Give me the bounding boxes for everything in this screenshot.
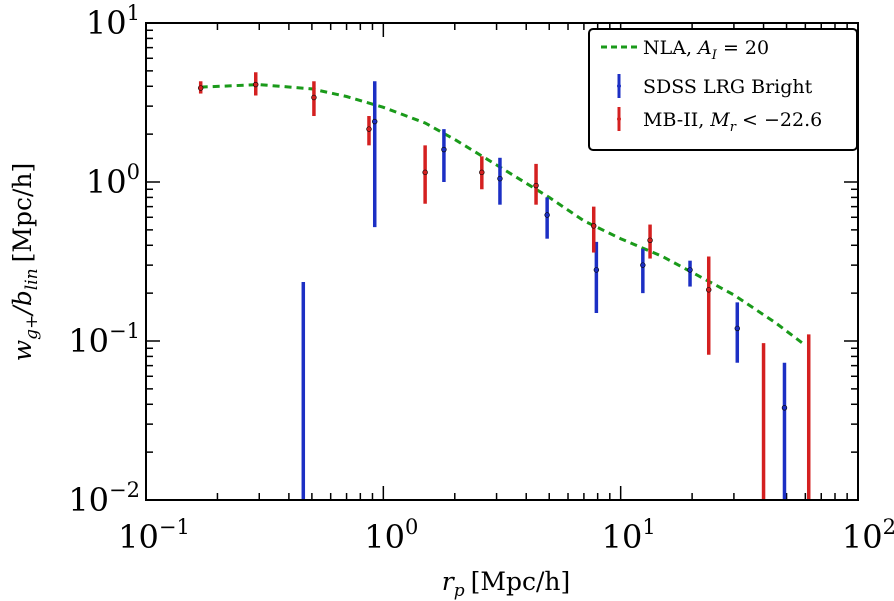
data-point [479, 169, 485, 176]
data-point [706, 287, 712, 293]
legend-label-sdss: SDSS LRG Bright [643, 76, 813, 98]
x-tick-label: 101 [602, 515, 656, 556]
data-point [781, 405, 788, 411]
legend-marker-sdss [617, 84, 621, 88]
legend-label-mb2: MB-II, Mr < −22.6 [643, 109, 822, 135]
data-point [687, 267, 693, 273]
data-point [441, 146, 447, 153]
y-tick-label: 100 [86, 160, 140, 201]
data-point [647, 237, 653, 243]
x-tick-label: 100 [364, 515, 418, 556]
data-point [591, 223, 597, 229]
legend-label-nla: NLA, AI = 20 [643, 37, 769, 63]
y-tick-label: 10−2 [68, 478, 140, 519]
data-point [497, 175, 503, 182]
data-point [422, 169, 428, 176]
data-point [366, 126, 372, 132]
x-tick-label: 10−1 [118, 515, 190, 556]
x-axis-label: rp [Mpc/h] [442, 567, 570, 601]
y-tick-label: 10−1 [68, 319, 140, 360]
legend-marker-mb2 [617, 117, 621, 121]
y-tick-label: 101 [86, 1, 140, 42]
data-point [253, 81, 259, 88]
legend: NLA, AI = 20 SDSS LRG Bright MB-II, Mr <… [588, 28, 858, 151]
data-point [734, 325, 740, 332]
data-point [593, 267, 600, 273]
x-tick-label: 102 [842, 515, 894, 556]
data-point [533, 182, 539, 189]
data-point [311, 94, 317, 101]
data-point [640, 262, 646, 268]
plot-area [197, 72, 811, 500]
data-point [197, 85, 204, 91]
data-point [544, 212, 550, 218]
plot-frame [145, 22, 859, 501]
legend-box [588, 28, 858, 151]
y-axis-label: wg+/blin[Mpc/h] [8, 163, 42, 361]
data-point [372, 118, 378, 125]
